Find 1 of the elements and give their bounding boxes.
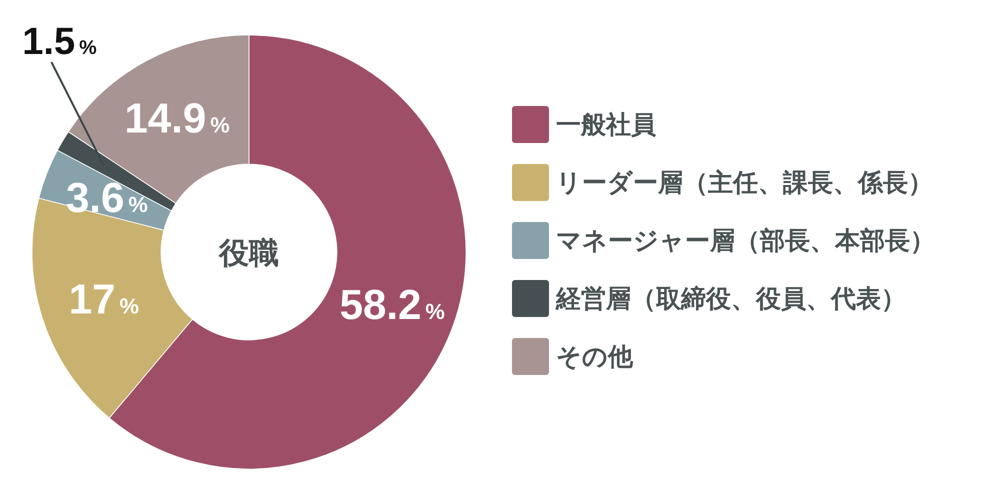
title: 役職 [219,237,279,270]
